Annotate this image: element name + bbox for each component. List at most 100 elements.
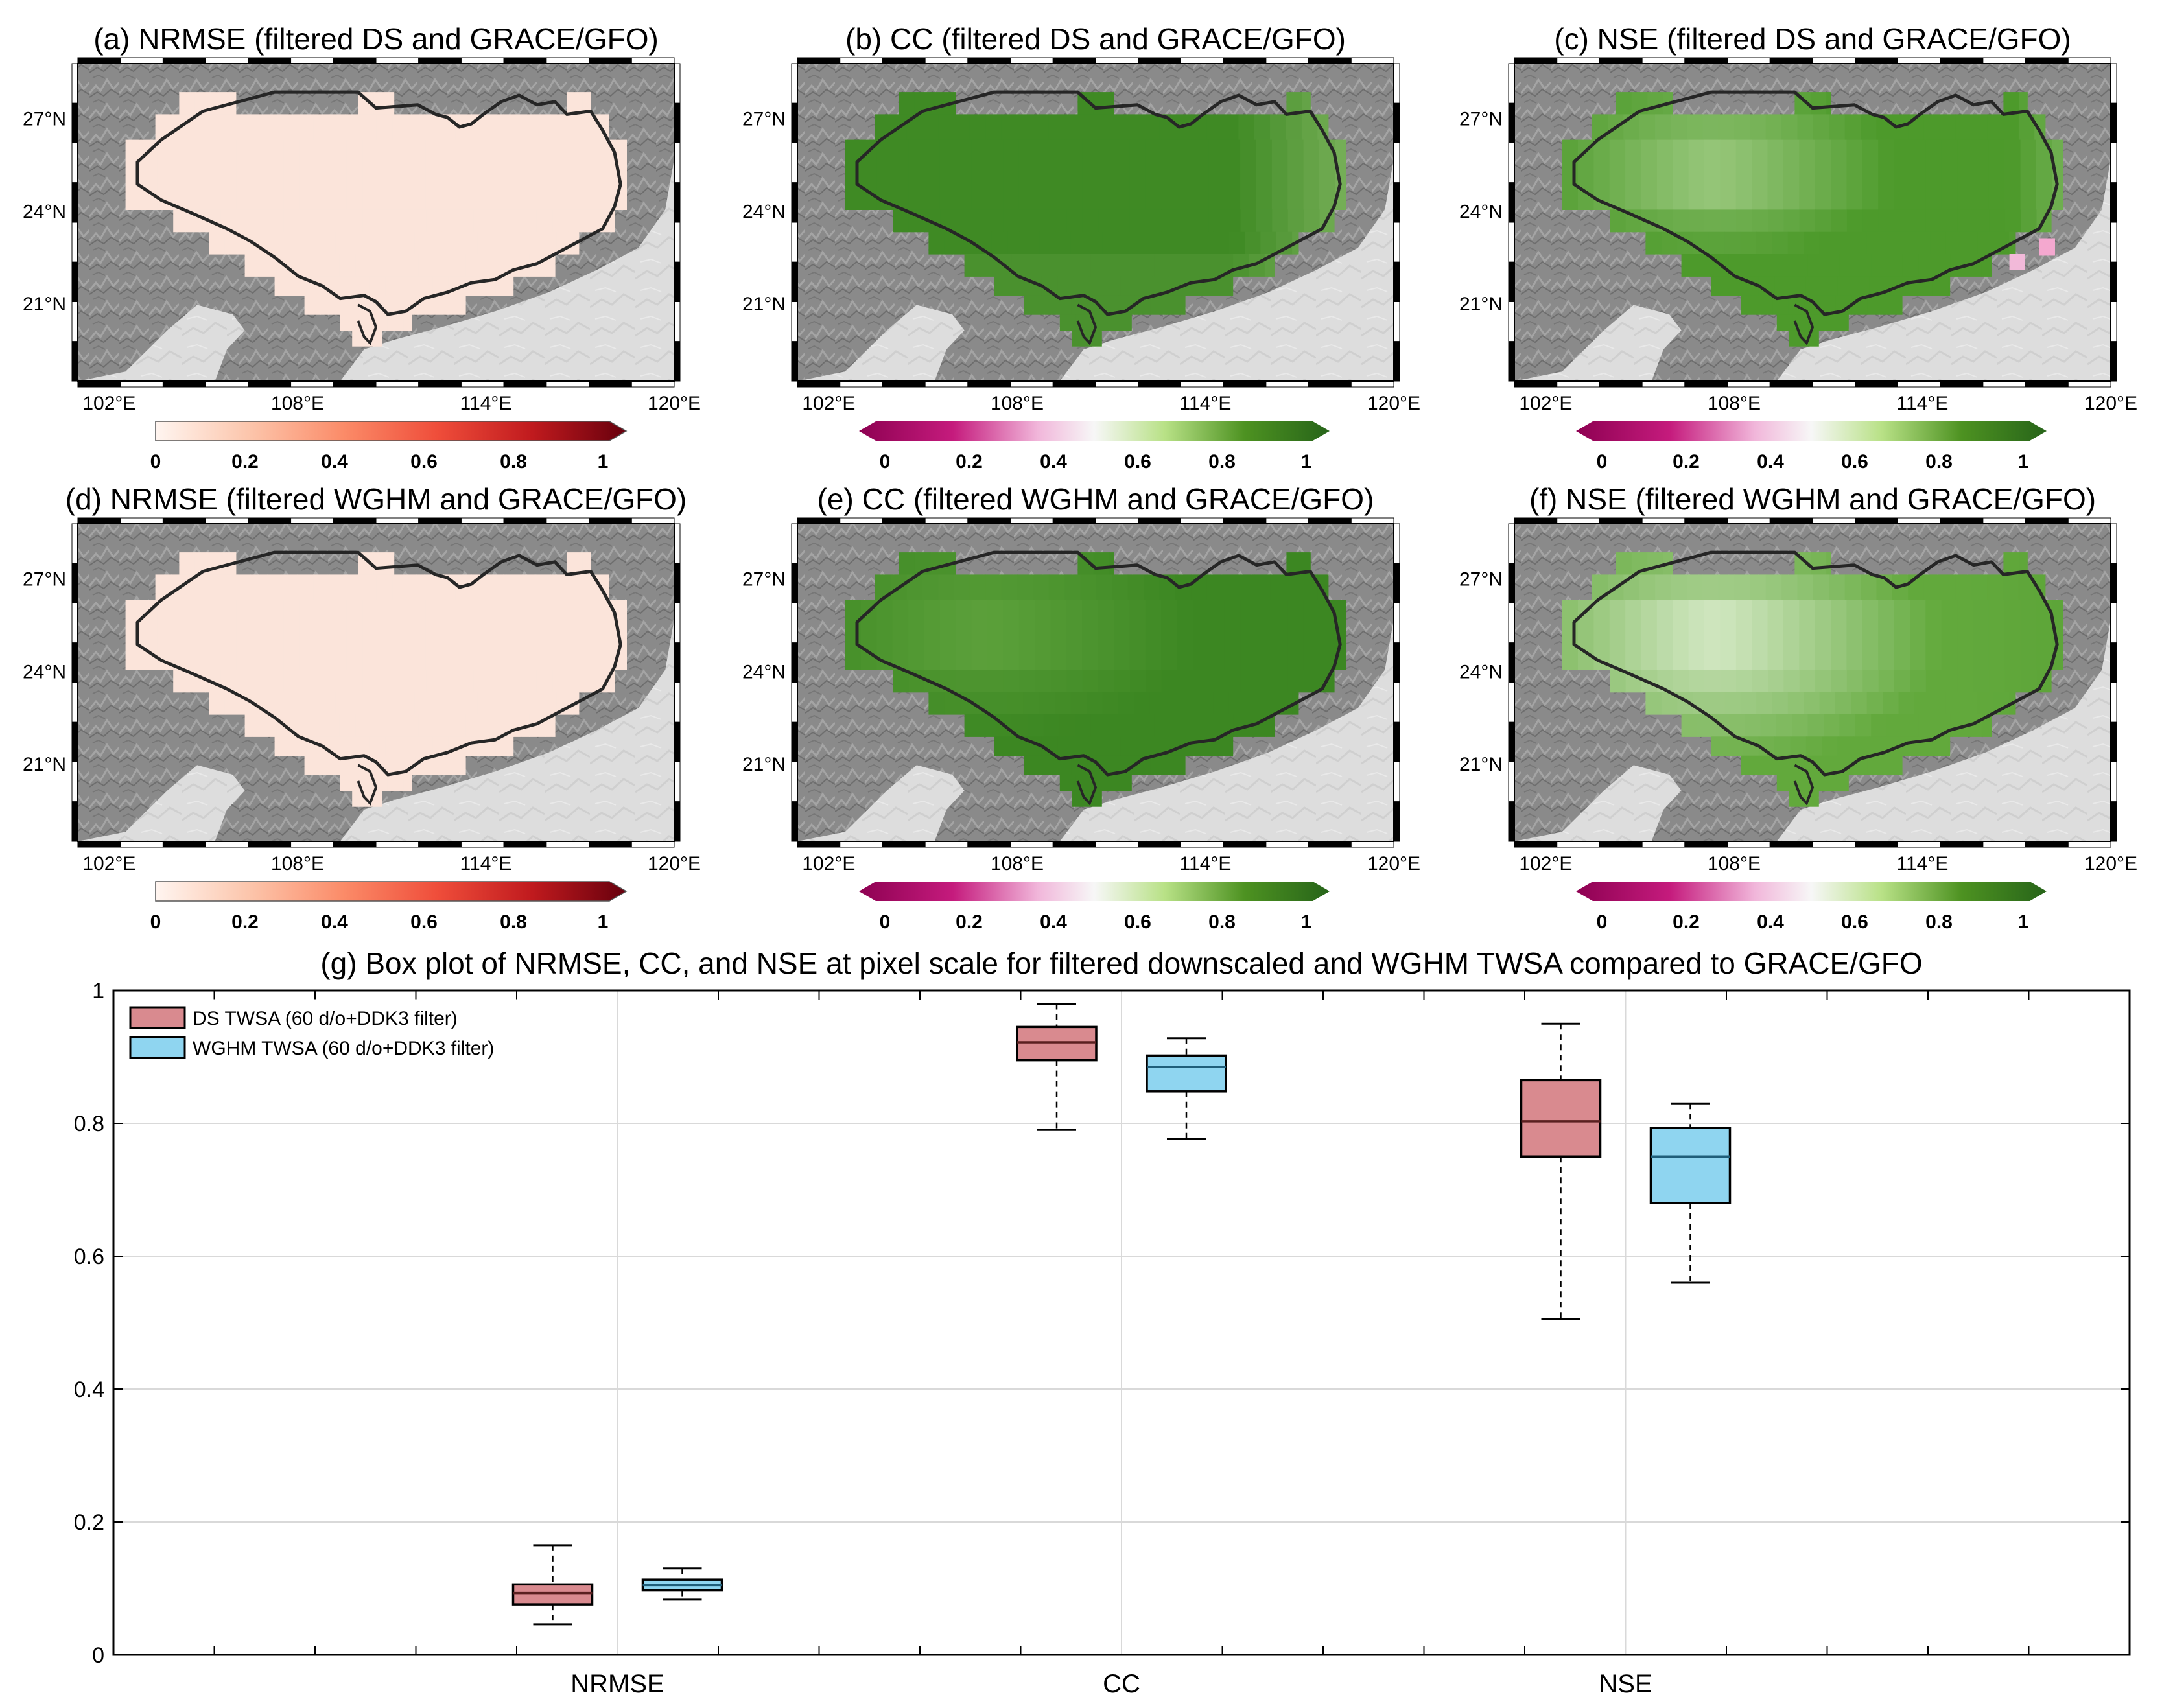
colorbar-tick-label: 0.6: [1124, 911, 1151, 933]
grid-cell: [252, 600, 268, 670]
grid-cell: [1914, 692, 1931, 715]
basin-boundary: [855, 550, 1342, 777]
grid-cell: [1902, 714, 1919, 737]
frame-segment: [1308, 380, 1352, 388]
grid-cell: [335, 692, 352, 715]
grid-cell: [1080, 114, 1097, 141]
box-nrmse: [511, 1544, 594, 1626]
grid-cell: [1894, 600, 1910, 670]
grid-cell: [1878, 209, 1895, 233]
grid-cell: [1673, 209, 1689, 233]
frame-segment: [1769, 517, 1813, 524]
grid-cell: [1831, 209, 1848, 233]
hainan-island: [1675, 812, 1753, 841]
map-content: [78, 64, 674, 381]
frame-segment: [1393, 762, 1400, 802]
lat-tick-label: 24°N: [23, 201, 66, 222]
frame-segment: [2025, 841, 2069, 848]
frame-segment: [674, 341, 681, 382]
grid-cell: [511, 736, 514, 756]
grid-cell: [1023, 231, 1040, 255]
frame-segment: [71, 682, 78, 723]
estuary-boundary: [357, 303, 378, 345]
basin-boundary: [1572, 550, 2059, 777]
grid-cell: [1720, 209, 1737, 233]
grid-cell: [1736, 670, 1753, 693]
grid-cell: [1043, 254, 1060, 277]
grid-cell: [566, 114, 583, 141]
grid-cell: [1024, 295, 1040, 315]
grid-cell: [458, 670, 474, 693]
grid-cell: [899, 92, 915, 115]
frame-segment: [2110, 341, 2117, 382]
grid-cell: [964, 714, 981, 737]
colorbar-bar: [155, 421, 628, 441]
frame-segment: [546, 841, 590, 848]
grid-cell: [2004, 600, 2021, 670]
grid-cell: [1815, 670, 1832, 693]
frame-segment: [791, 341, 798, 382]
frame-segment: [290, 517, 334, 524]
grid-cell: [1898, 692, 1915, 715]
grid-cell: [430, 295, 447, 315]
grid-cell: [308, 254, 325, 277]
grid-cell: [1807, 714, 1824, 737]
grid-cell: [1792, 714, 1809, 737]
grid-cell: [1772, 231, 1789, 255]
grid-cell: [1971, 114, 1988, 141]
grid-cell: [1048, 574, 1065, 601]
grid-cell: [1055, 692, 1072, 715]
grid-cell: [1813, 114, 1829, 141]
grid-cell: [1123, 314, 1132, 331]
grid-cell: [234, 574, 251, 601]
grid-cell: [1003, 209, 1020, 233]
grid-cell: [1822, 276, 1839, 296]
lat-tick-label: 21°N: [23, 294, 66, 315]
frame-segment: [1052, 57, 1096, 64]
grid-cell: [1107, 314, 1123, 331]
frame-segment: [1350, 517, 1394, 524]
grid-cell: [335, 231, 352, 255]
grid-cell: [1797, 114, 1814, 141]
frame-segment: [797, 517, 841, 524]
grid-cell: [385, 736, 402, 756]
grid-cell: [1783, 670, 1800, 693]
grid-cell: [1193, 139, 1209, 210]
grid-cell: [1987, 574, 2004, 601]
basin-boundary: [1572, 90, 2059, 316]
grid-cell: [1735, 600, 1752, 670]
grid-cell: [329, 114, 346, 141]
grid-cell: [1866, 231, 1883, 255]
frame-segment: [674, 222, 681, 263]
grid-cell: [505, 670, 522, 693]
basin-boundary: [855, 90, 1342, 316]
map-border: [1514, 63, 2111, 382]
grid-cell: [938, 574, 955, 601]
grid-cell: [552, 670, 569, 693]
grid-cell: [1105, 736, 1122, 756]
grid-cell: [1815, 139, 1831, 210]
grid-cell: [308, 714, 325, 737]
lon-tick-label: 108°E: [271, 853, 324, 874]
frame-segment: [1508, 762, 1515, 802]
grid-cell: [2021, 209, 2038, 233]
frame-segment: [674, 603, 681, 644]
grid-cell: [465, 714, 482, 737]
grid-cell: [1161, 209, 1178, 233]
frame-segment: [791, 261, 798, 302]
grid-cell: [418, 714, 435, 737]
grid-cell: [1075, 714, 1092, 737]
grid-cell: [2020, 139, 2037, 210]
negative-cell: [2039, 238, 2055, 256]
grid-cell: [1862, 139, 1879, 210]
grid-cell: [252, 209, 269, 233]
grid-cell: [1752, 670, 1768, 693]
grid-cell: [541, 692, 558, 715]
grid-cell: [403, 254, 419, 277]
map-border: [797, 63, 1394, 382]
grid-cell: [236, 670, 253, 693]
box-nse: [1649, 1102, 1732, 1284]
frame-segment: [71, 143, 78, 183]
grid-cell: [487, 574, 504, 601]
lon-tick-label: 108°E: [991, 853, 1044, 874]
